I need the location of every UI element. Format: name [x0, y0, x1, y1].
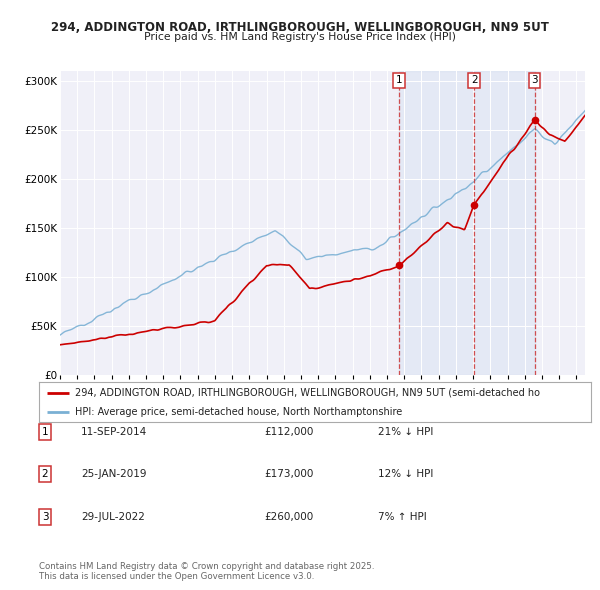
Text: £260,000: £260,000 [264, 512, 313, 522]
Text: HPI: Average price, semi-detached house, North Northamptonshire: HPI: Average price, semi-detached house,… [75, 407, 402, 417]
Text: 11-SEP-2014: 11-SEP-2014 [81, 427, 147, 437]
Text: 12% ↓ HPI: 12% ↓ HPI [378, 470, 433, 479]
Text: 3: 3 [41, 512, 49, 522]
Text: 1: 1 [41, 427, 49, 437]
Text: 294, ADDINGTON ROAD, IRTHLINGBOROUGH, WELLINGBOROUGH, NN9 5UT: 294, ADDINGTON ROAD, IRTHLINGBOROUGH, WE… [51, 21, 549, 34]
Bar [399, 71, 535, 375]
Text: Contains HM Land Registry data © Crown copyright and database right 2025.
This d: Contains HM Land Registry data © Crown c… [39, 562, 374, 581]
Text: 7% ↑ HPI: 7% ↑ HPI [378, 512, 427, 522]
Text: 2: 2 [41, 470, 49, 479]
Text: 21% ↓ HPI: 21% ↓ HPI [378, 427, 433, 437]
Text: 1: 1 [396, 76, 403, 86]
Text: 294, ADDINGTON ROAD, IRTHLINGBOROUGH, WELLINGBOROUGH, NN9 5UT (semi-detached ho: 294, ADDINGTON ROAD, IRTHLINGBOROUGH, WE… [75, 388, 540, 398]
Text: 29-JUL-2022: 29-JUL-2022 [81, 512, 145, 522]
Text: £173,000: £173,000 [264, 470, 313, 479]
Text: 25-JAN-2019: 25-JAN-2019 [81, 470, 146, 479]
Text: 2: 2 [471, 76, 478, 86]
Text: £112,000: £112,000 [264, 427, 313, 437]
Text: Price paid vs. HM Land Registry's House Price Index (HPI): Price paid vs. HM Land Registry's House … [144, 32, 456, 42]
Text: 3: 3 [531, 76, 538, 86]
